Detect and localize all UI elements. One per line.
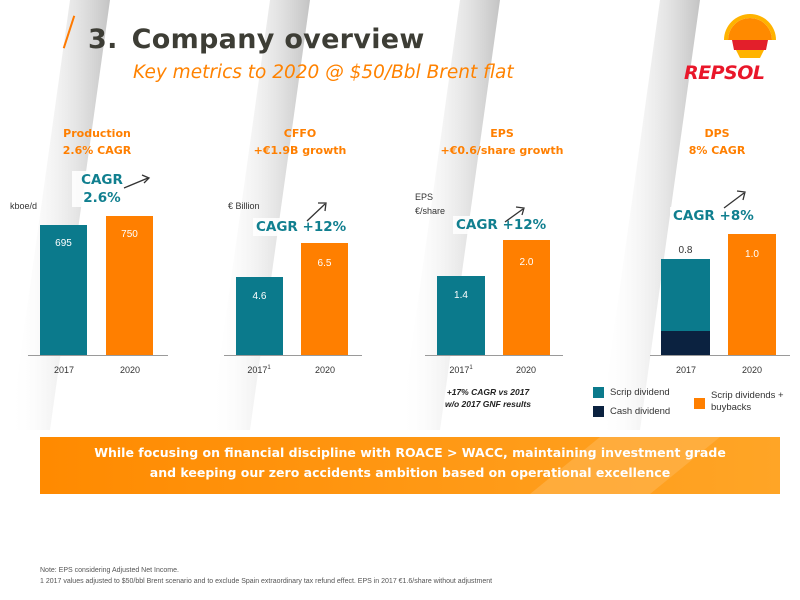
- dps-cagr-label: CAGR +8%: [670, 207, 757, 225]
- kpi-heading-cffo: CFFO +€1.9B growth: [230, 125, 370, 159]
- eps-note-line1: +17% CAGR vs 2017: [446, 387, 530, 397]
- eps-note-line2: w/o 2017 GNF results: [445, 399, 531, 409]
- cffo-bar-2020: [301, 243, 348, 355]
- key-message-line2: and keeping our zero accidents ambition …: [149, 465, 671, 480]
- cffo-growth-arrow-icon: [306, 202, 327, 222]
- production-bar-2017: [40, 225, 87, 355]
- x-tick-label: 20171: [449, 365, 473, 375]
- section-number: 3.: [88, 24, 118, 55]
- data-label: 1.0: [745, 249, 759, 260]
- x-tick-label: 2020: [314, 365, 336, 375]
- dps-bar-2017-scrip: [661, 259, 710, 331]
- cffo-bar-2017: [236, 277, 283, 355]
- data-label: 750: [121, 229, 138, 240]
- eps-bar-2020: [503, 240, 550, 355]
- key-message: While focusing on financial discipline w…: [40, 443, 780, 483]
- key-message-banner: [40, 437, 780, 494]
- eps-unit-line2: €/share: [415, 206, 446, 216]
- production-bar-2020: [106, 216, 153, 355]
- x-axis-cffo: [224, 355, 362, 356]
- cagr-line1: CAGR: [81, 172, 123, 188]
- legend-swatch-scrip-buybacks: [694, 398, 705, 409]
- x-tick-label: 2020: [515, 365, 537, 375]
- cffo-unit: € Billion: [228, 201, 260, 211]
- dps-bar-2020: [728, 234, 776, 355]
- dps-growth-arrow-icon: [723, 190, 746, 209]
- kpi-heading-line1: DPS: [704, 127, 730, 140]
- x-axis-production: [28, 355, 168, 356]
- footnote-line1: Note: EPS considering Adjusted Net Incom…: [40, 567, 179, 574]
- x-tick-label: 2017: [53, 365, 75, 375]
- kpi-heading-line2: 8% CAGR: [688, 144, 746, 157]
- data-label: 6.5: [317, 258, 332, 269]
- footnote-line2: 1 2017 values adjusted to $50/bbl Brent …: [40, 578, 493, 585]
- kpi-heading-dps: DPS 8% CAGR: [647, 125, 787, 159]
- kpi-heading-line1: Production: [63, 127, 131, 140]
- kpi-heading-line1: CFFO: [283, 127, 317, 140]
- x-tick-label: 2020: [119, 365, 141, 375]
- kpi-heading-line1: EPS: [490, 127, 514, 140]
- legend-label-scrip-buybacks: Scrip dividends + buybacks: [711, 390, 784, 413]
- data-label: 4.6: [252, 291, 267, 302]
- production-unit: kboe/d: [10, 201, 38, 211]
- legend-label-cash: Cash dividend: [610, 406, 671, 417]
- dps-bar-2017-cash: [661, 331, 710, 355]
- x-axis-eps: [425, 355, 563, 356]
- repsol-logo-icon: [724, 14, 776, 58]
- page-title: 3. Company overview: [88, 24, 425, 55]
- x-tick-label: 2020: [741, 365, 763, 375]
- legend-swatch-cash: [593, 406, 604, 417]
- data-label: 695: [55, 238, 72, 249]
- kpi-heading-line2: +€1.9B growth: [253, 144, 347, 157]
- kpi-heading-production: Production 2.6% CAGR: [27, 125, 167, 159]
- production-cagr-label: CAGR 2.6%: [72, 171, 132, 207]
- eps-unit-line1: EPS: [415, 192, 434, 202]
- brand-name: REPSOL: [684, 62, 765, 84]
- cagr-line2: 2.6%: [83, 190, 121, 206]
- title-text: Company overview: [131, 24, 425, 55]
- legend-swatch-scrip: [593, 387, 604, 398]
- page-subtitle: Key metrics to 2020 @ $50/Bbl Brent flat: [133, 62, 514, 83]
- key-message-line1: While focusing on financial discipline w…: [94, 445, 726, 460]
- x-tick-label: 20171: [247, 365, 271, 375]
- eps-growth-arrow-icon: [504, 206, 525, 223]
- legend-label-scrip: Scrip dividend: [610, 387, 670, 398]
- x-tick-label: 2017: [675, 365, 697, 375]
- data-label: 0.8: [678, 245, 693, 256]
- kpi-heading-line2: +€0.6/share growth: [440, 144, 564, 157]
- data-label: 2.0: [519, 257, 534, 268]
- eps-note: +17% CAGR vs 2017 w/o 2017 GNF results: [418, 386, 558, 410]
- eps-bar-2017: [437, 276, 485, 355]
- x-axis-dps: [650, 355, 790, 356]
- cffo-cagr-label: CAGR +12%: [253, 218, 350, 236]
- kpi-heading-line2: 2.6% CAGR: [62, 144, 132, 157]
- production-growth-arrow-icon: [123, 174, 151, 189]
- eps-cagr-label: CAGR +12%: [453, 216, 550, 234]
- data-label: 1.4: [454, 290, 468, 301]
- kpi-heading-eps: EPS +€0.6/share growth: [432, 125, 572, 159]
